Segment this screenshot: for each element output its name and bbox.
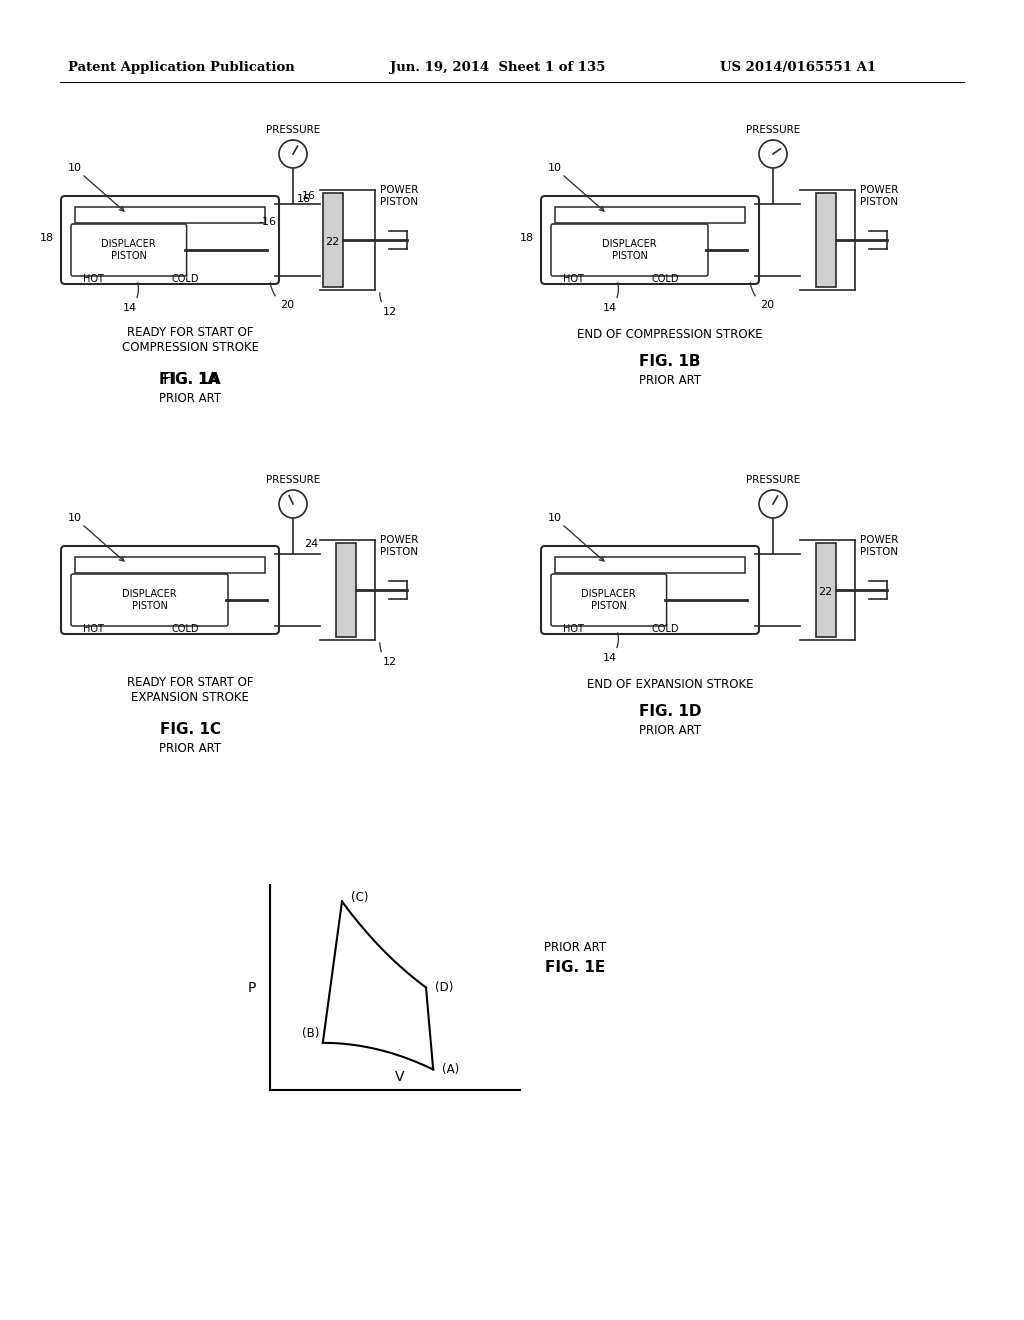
Text: FIG. 1A: FIG. 1A xyxy=(163,372,217,388)
Text: (B): (B) xyxy=(302,1027,319,1040)
Text: HOT: HOT xyxy=(83,624,103,634)
Text: 20: 20 xyxy=(751,282,774,310)
FancyBboxPatch shape xyxy=(71,224,186,276)
Text: 24: 24 xyxy=(304,539,318,549)
Text: PRIOR ART: PRIOR ART xyxy=(159,392,221,404)
Text: PRESSURE: PRESSURE xyxy=(266,475,321,484)
Text: 12: 12 xyxy=(380,293,397,317)
Text: POWER
PISTON: POWER PISTON xyxy=(860,185,898,207)
Text: V: V xyxy=(395,1071,404,1084)
Text: 14: 14 xyxy=(603,282,618,313)
Text: PRESSURE: PRESSURE xyxy=(266,125,321,135)
Text: -16: -16 xyxy=(258,216,276,227)
Text: 18: 18 xyxy=(520,234,535,243)
Text: P: P xyxy=(248,981,256,994)
Text: FIG. 1B: FIG. 1B xyxy=(639,355,700,370)
Bar xyxy=(75,207,265,223)
Text: END OF COMPRESSION STROKE: END OF COMPRESSION STROKE xyxy=(578,329,763,342)
Text: HOT: HOT xyxy=(563,624,584,634)
Text: READY FOR START OF
EXPANSION STROKE: READY FOR START OF EXPANSION STROKE xyxy=(127,676,253,704)
Text: HOT: HOT xyxy=(83,275,103,284)
Text: 22: 22 xyxy=(818,587,831,597)
Text: DISPLACER
PISTON: DISPLACER PISTON xyxy=(582,589,636,611)
FancyBboxPatch shape xyxy=(541,546,759,634)
Text: POWER
PISTON: POWER PISTON xyxy=(380,535,419,557)
Text: HOT: HOT xyxy=(563,275,584,284)
Text: PRIOR ART: PRIOR ART xyxy=(159,742,221,755)
Text: 10: 10 xyxy=(548,513,604,561)
Text: PRESSURE: PRESSURE xyxy=(745,125,800,135)
Text: 10: 10 xyxy=(68,513,124,561)
Text: COLD: COLD xyxy=(651,624,679,634)
Bar xyxy=(75,557,265,573)
Text: 18: 18 xyxy=(40,234,54,243)
Text: Patent Application Publication: Patent Application Publication xyxy=(68,62,295,74)
Text: 14: 14 xyxy=(603,632,618,663)
Text: Jun. 19, 2014  Sheet 1 of 135: Jun. 19, 2014 Sheet 1 of 135 xyxy=(390,62,605,74)
Text: COLD: COLD xyxy=(171,275,199,284)
Text: 20: 20 xyxy=(270,282,294,310)
Circle shape xyxy=(759,490,787,517)
Text: DISPLACER
PISTON: DISPLACER PISTON xyxy=(602,239,656,261)
Text: POWER
PISTON: POWER PISTON xyxy=(860,535,898,557)
Text: COLD: COLD xyxy=(171,624,199,634)
Text: 12: 12 xyxy=(380,643,397,667)
Text: 22: 22 xyxy=(325,238,339,247)
Text: PRIOR ART: PRIOR ART xyxy=(639,723,701,737)
Text: (A): (A) xyxy=(442,1063,460,1076)
Text: READY FOR START OF
COMPRESSION STROKE: READY FOR START OF COMPRESSION STROKE xyxy=(122,326,258,354)
Bar xyxy=(555,207,745,223)
FancyBboxPatch shape xyxy=(551,224,708,276)
Text: FIG. 1D: FIG. 1D xyxy=(639,705,701,719)
FancyBboxPatch shape xyxy=(61,195,279,284)
Text: 14: 14 xyxy=(123,282,138,313)
Bar xyxy=(816,193,836,286)
Text: 10: 10 xyxy=(548,162,604,211)
FancyBboxPatch shape xyxy=(71,574,228,626)
FancyBboxPatch shape xyxy=(541,195,759,284)
Text: POWER
PISTON: POWER PISTON xyxy=(380,185,419,207)
Text: (D): (D) xyxy=(435,981,454,994)
Text: 16: 16 xyxy=(302,191,316,201)
Bar xyxy=(816,543,836,638)
Circle shape xyxy=(279,490,307,517)
Text: DISPLACER
PISTON: DISPLACER PISTON xyxy=(101,239,156,261)
Text: (C): (C) xyxy=(351,891,369,904)
Text: PRESSURE: PRESSURE xyxy=(745,475,800,484)
Text: PRIOR ART: PRIOR ART xyxy=(544,941,606,954)
FancyBboxPatch shape xyxy=(61,546,279,634)
Circle shape xyxy=(279,140,307,168)
Text: FIG. 1C: FIG. 1C xyxy=(160,722,220,738)
Text: PRIOR ART: PRIOR ART xyxy=(639,374,701,387)
Text: 16: 16 xyxy=(297,194,311,205)
Text: 10: 10 xyxy=(68,162,124,211)
Bar xyxy=(323,193,343,286)
Bar xyxy=(336,543,355,638)
Text: US 2014/0165551 A1: US 2014/0165551 A1 xyxy=(720,62,877,74)
Text: FIG. 1A: FIG. 1A xyxy=(159,372,221,388)
Text: COLD: COLD xyxy=(651,275,679,284)
Bar xyxy=(555,557,745,573)
Text: FIG. 1E: FIG. 1E xyxy=(545,960,605,975)
Circle shape xyxy=(759,140,787,168)
Text: DISPLACER
PISTON: DISPLACER PISTON xyxy=(122,589,177,611)
FancyBboxPatch shape xyxy=(551,574,667,626)
Text: END OF EXPANSION STROKE: END OF EXPANSION STROKE xyxy=(587,678,754,692)
